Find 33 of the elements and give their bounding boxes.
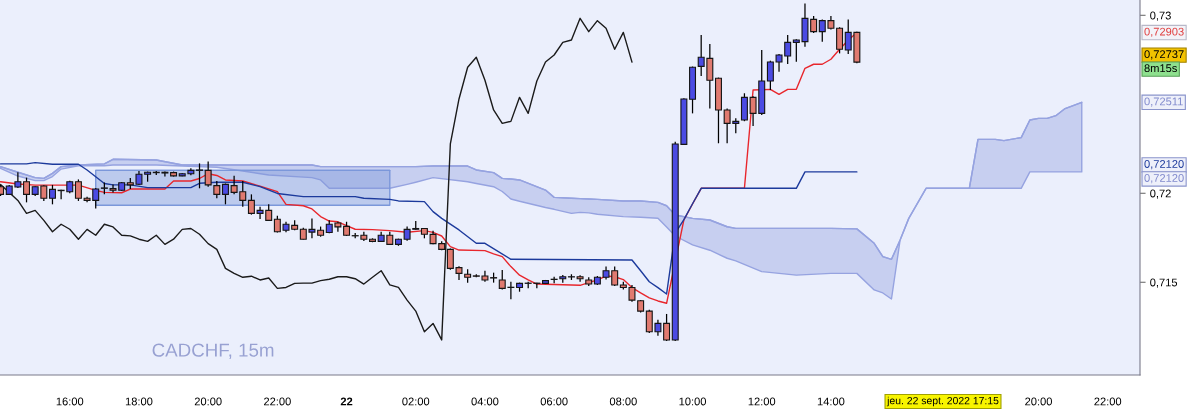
y-tick-label: 0,715 <box>1150 278 1178 288</box>
x-tick-label: 04:00 <box>471 397 499 406</box>
candlestick <box>576 274 584 283</box>
annotation: CADCHF, 15m <box>152 343 274 359</box>
x-tick-label: 22:00 <box>1094 397 1122 406</box>
text: jeu. 22 sept. 2022 17:15 <box>886 396 999 407</box>
x-tick-label: 10:00 <box>679 397 706 406</box>
candlestick <box>196 162 204 189</box>
x-tick-label: 12:00 <box>748 397 776 406</box>
line-series <box>0 17 633 341</box>
x-tick-label: 08:00 <box>609 397 637 406</box>
x-tick-label: 20:00 <box>194 397 222 406</box>
x-tick-label: 16:00 <box>56 397 84 406</box>
candlestick <box>23 176 31 203</box>
line-series <box>0 161 858 295</box>
text: 0,72120 <box>1144 174 1184 184</box>
x-tick-label: 14:00 <box>817 397 845 406</box>
candlestick <box>48 184 56 205</box>
y-tick-label: 0,72 <box>1150 189 1171 199</box>
x-tick-label: 22 <box>340 397 353 406</box>
line-series <box>0 101 1083 261</box>
x-tick-label: 06:00 <box>540 397 568 406</box>
x-tick-label: 20:00 <box>1025 397 1052 406</box>
x-tick-label: 02:00 <box>402 397 430 406</box>
text: 0,72511 <box>1144 97 1183 107</box>
text: 0,72737 <box>1144 50 1184 60</box>
y-tick-label: 0,73 <box>1150 11 1171 21</box>
text: 8m15s <box>1144 64 1177 73</box>
text: 0,72903 <box>1144 27 1184 37</box>
candlestick <box>221 182 229 205</box>
text: 0,72120 <box>1144 160 1184 170</box>
x-tick-label: 18:00 <box>125 397 153 406</box>
x-tick-label: 22:00 <box>264 397 291 406</box>
